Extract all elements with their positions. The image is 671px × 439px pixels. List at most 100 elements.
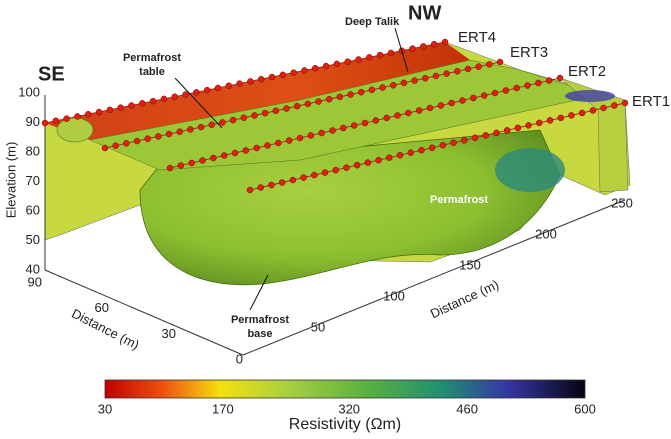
- electrode: [133, 137, 141, 145]
- electrode: [272, 107, 280, 115]
- electrode: [123, 140, 130, 147]
- electrode: [475, 63, 482, 70]
- tick-label: 0: [236, 351, 243, 366]
- tick-label: 50: [311, 319, 325, 334]
- electrode: [611, 102, 618, 109]
- distance-right-title: Distance (m): [428, 277, 501, 322]
- tick-label: 50: [26, 232, 40, 247]
- electrode: [513, 84, 520, 92]
- tick-label: 70: [26, 173, 40, 188]
- electrode: [426, 104, 434, 112]
- electrode: [301, 67, 308, 74]
- electrode: [482, 132, 489, 139]
- electrode: [409, 45, 416, 52]
- electrode: [441, 38, 449, 46]
- electrode: [396, 151, 404, 159]
- electrode: [264, 142, 271, 149]
- tick-label: 100: [18, 84, 40, 99]
- electrode: [155, 133, 162, 140]
- electrode: [312, 65, 319, 72]
- electrode: [279, 71, 287, 79]
- electrode: [149, 97, 157, 105]
- electrode: [568, 112, 575, 119]
- electrode: [139, 100, 146, 107]
- electrode: [325, 95, 333, 103]
- tick-label: 60: [95, 300, 109, 315]
- electrode: [106, 106, 114, 114]
- electrode: [470, 94, 477, 102]
- electrode: [144, 135, 151, 142]
- electrode: [386, 154, 393, 161]
- electrode: [311, 171, 318, 179]
- pointers: [174, 27, 409, 311]
- electrode: [502, 87, 510, 94]
- electrode: [407, 149, 414, 156]
- electrode: [350, 122, 358, 129]
- electrode: [546, 117, 554, 124]
- label-nw: NW: [408, 2, 441, 24]
- electrode: [242, 147, 250, 154]
- label-ert4: ERT4: [458, 29, 496, 46]
- electrode: [52, 117, 60, 125]
- label-ert1: ERT1: [632, 93, 670, 110]
- electrode: [101, 144, 109, 152]
- electrode: [376, 51, 384, 59]
- electrode: [307, 132, 315, 139]
- electrode: [432, 72, 440, 80]
- electrode: [332, 166, 339, 174]
- electrode: [379, 84, 386, 91]
- electrode: [329, 127, 336, 134]
- electrode: [491, 89, 499, 97]
- electrode: [437, 102, 445, 109]
- colorbar-tick-label: 460: [456, 401, 478, 416]
- electrode: [344, 58, 351, 65]
- electrode: [353, 161, 361, 169]
- electrode: [95, 108, 103, 116]
- electrode: [336, 93, 344, 101]
- electrode: [193, 89, 200, 96]
- electrode: [383, 114, 390, 122]
- electrode: [231, 149, 239, 157]
- electrode: [556, 74, 564, 82]
- electrode: [459, 97, 466, 104]
- electrode: [333, 60, 341, 68]
- electrode: [480, 92, 488, 99]
- colorbar: [104, 379, 586, 399]
- tick-label: 90: [28, 274, 42, 289]
- electrode: [486, 61, 493, 68]
- tick-label: 60: [26, 202, 40, 217]
- electrode: [600, 104, 607, 112]
- electrode: [340, 124, 347, 132]
- electrode: [236, 80, 243, 87]
- scene: [44, 41, 631, 356]
- electrode: [372, 117, 380, 124]
- electrode: [268, 73, 276, 81]
- electrode: [364, 159, 372, 166]
- electrode: [229, 116, 237, 124]
- electrode: [214, 84, 222, 92]
- electrode: [347, 91, 354, 98]
- electrode: [461, 137, 468, 144]
- tick-label: 100: [383, 288, 405, 303]
- label-ert3: ERT3: [510, 44, 548, 61]
- electrode: [63, 115, 70, 122]
- electrode: [84, 110, 92, 118]
- tick-label: 80: [26, 143, 40, 158]
- electrode: [343, 164, 350, 171]
- electrode: [283, 105, 290, 112]
- electrode: [578, 109, 586, 117]
- tick-label: 40: [26, 261, 40, 276]
- electrode: [247, 78, 254, 85]
- electrode: [368, 86, 376, 94]
- electrode: [496, 58, 504, 66]
- electrode: [493, 129, 500, 137]
- electrode: [315, 98, 322, 105]
- electrode: [430, 40, 438, 48]
- colorbar-tick-label: 600: [574, 401, 596, 416]
- electrode: [187, 126, 194, 133]
- electrode: [394, 112, 401, 119]
- colorbar-tick-label: 320: [338, 401, 360, 416]
- tick-label: 250: [611, 195, 633, 210]
- elevation-axis-title: Elevation (m): [3, 142, 18, 219]
